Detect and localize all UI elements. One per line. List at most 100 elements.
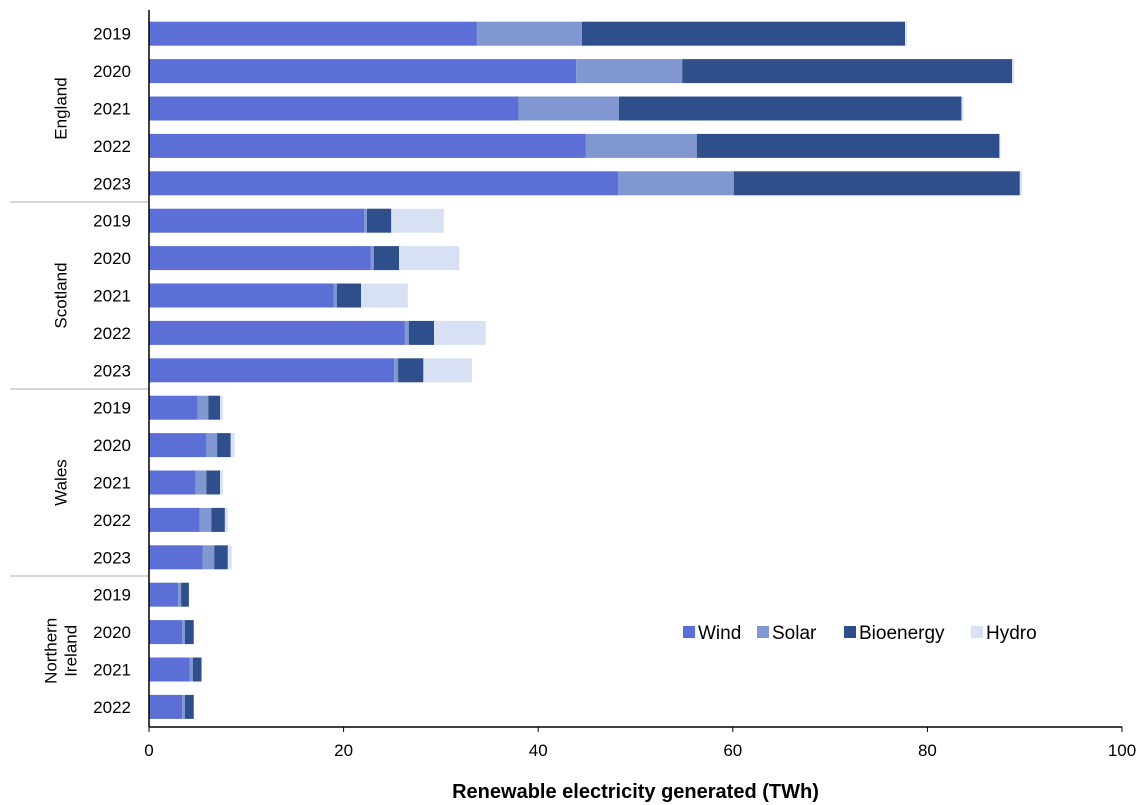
legend-label-solar: Solar bbox=[772, 623, 817, 644]
bar-segment-wind bbox=[149, 433, 207, 458]
bar-segment-solar bbox=[576, 59, 683, 84]
category-label: 2023 bbox=[93, 361, 131, 380]
legend-swatch-solar bbox=[757, 626, 769, 638]
category-label: 2019 bbox=[93, 212, 131, 231]
bar-segment-wind bbox=[149, 320, 405, 345]
bar-segment-hydro bbox=[1012, 59, 1014, 84]
bar-segment-solar bbox=[182, 694, 186, 719]
bar-segment-solar bbox=[476, 21, 582, 46]
bar-segment-bioenergy bbox=[682, 59, 1013, 84]
bar-segment-bioenergy bbox=[185, 694, 194, 719]
bar-segment-bioenergy bbox=[336, 283, 362, 308]
bar-segment-solar bbox=[617, 171, 734, 196]
x-tick-label: 100 bbox=[1108, 741, 1136, 760]
bar-segment-wind bbox=[149, 620, 183, 645]
bar-segment-hydro bbox=[905, 21, 907, 46]
bar-segment-wind bbox=[149, 694, 183, 719]
bar-segment-wind bbox=[149, 246, 371, 271]
x-tick-label: 20 bbox=[334, 741, 353, 760]
bar-segment-solar bbox=[394, 358, 399, 383]
x-tick-label: 40 bbox=[529, 741, 548, 760]
bar-segment-hydro bbox=[361, 283, 408, 308]
legend-swatch-hydro bbox=[971, 626, 983, 638]
bar-segment-wind bbox=[149, 395, 198, 420]
bar-segment-solar bbox=[333, 283, 337, 308]
x-tick-label: 80 bbox=[918, 741, 937, 760]
bar-segment-bioenergy bbox=[181, 582, 189, 607]
bar-segment-bioenergy bbox=[211, 507, 225, 532]
legend-swatch-wind bbox=[683, 626, 695, 638]
bar-segment-hydro bbox=[220, 470, 223, 495]
bar-segment-bioenergy bbox=[373, 246, 400, 271]
bar-segment-solar bbox=[189, 657, 193, 682]
bar-segment-hydro bbox=[399, 246, 460, 271]
bar-segment-bioenergy bbox=[618, 96, 962, 121]
bar-segment-wind bbox=[149, 545, 203, 570]
group-label: Wales bbox=[51, 459, 70, 506]
bar-segment-bioenergy bbox=[208, 395, 221, 420]
category-label: 2020 bbox=[93, 62, 131, 81]
bar-segment-hydro bbox=[224, 507, 228, 532]
bar-segment-bioenergy bbox=[206, 470, 221, 495]
bar-segment-solar bbox=[182, 620, 186, 645]
bar-segment-hydro bbox=[999, 133, 1001, 158]
category-label: 2022 bbox=[93, 324, 131, 343]
bar-segment-solar bbox=[206, 433, 218, 458]
category-label: 2023 bbox=[93, 548, 131, 567]
bar-segment-wind bbox=[149, 657, 190, 682]
category-labels: 2019 2020 2021 2022 2023 2019 2020 2021 2022 2023… bbox=[93, 25, 131, 717]
category-label: 2021 bbox=[93, 661, 131, 680]
bar-segment-solar bbox=[178, 582, 182, 607]
bar-segment-wind bbox=[149, 582, 179, 607]
bars-layer bbox=[149, 21, 1022, 719]
bar-segment-solar bbox=[518, 96, 619, 121]
bar-segment-solar bbox=[197, 395, 209, 420]
category-label: 2023 bbox=[93, 174, 131, 193]
bar-segment-bioenergy bbox=[581, 21, 906, 46]
category-label: 2022 bbox=[93, 698, 131, 717]
category-label: 2022 bbox=[93, 511, 131, 530]
bar-segment-solar bbox=[364, 208, 367, 233]
x-tick-label: 0 bbox=[144, 741, 153, 760]
bar-segment-hydro bbox=[434, 320, 486, 345]
bar-segment-bioenergy bbox=[185, 620, 194, 645]
group-labels: England Scotland Wales Northern Ireland bbox=[41, 77, 80, 684]
bar-segment-wind bbox=[149, 208, 365, 233]
bar-segment-wind bbox=[149, 283, 334, 308]
category-label: 2019 bbox=[93, 399, 131, 418]
category-label: 2021 bbox=[93, 287, 131, 306]
bar-segment-wind bbox=[149, 171, 618, 196]
x-tick-label: 60 bbox=[723, 741, 742, 760]
bar-segment-bioenergy bbox=[217, 433, 231, 458]
bar-segment-bioenergy bbox=[398, 358, 424, 383]
x-axis-title: Renewable electricity generated (TWh) bbox=[452, 781, 819, 803]
bar-segment-hydro bbox=[230, 433, 235, 458]
bar-segment-bioenergy bbox=[192, 657, 202, 682]
bar-segment-solar bbox=[404, 320, 409, 345]
bar-segment-hydro bbox=[227, 545, 232, 570]
bar-segment-hydro bbox=[220, 395, 223, 420]
group-label: England bbox=[51, 77, 70, 139]
bar-segment-wind bbox=[149, 21, 477, 46]
bar-segment-bioenergy bbox=[366, 208, 392, 233]
legend: Wind Solar Bioenergy Hydro bbox=[683, 623, 1037, 644]
bar-segment-wind bbox=[149, 59, 577, 84]
bar-segment-hydro bbox=[391, 208, 444, 233]
group-label: Northern bbox=[41, 618, 60, 684]
category-label: 2021 bbox=[93, 474, 131, 493]
bar-segment-hydro bbox=[1019, 171, 1022, 196]
bar-segment-wind bbox=[149, 470, 196, 495]
bar-segment-solar bbox=[199, 507, 212, 532]
bar-segment-wind bbox=[149, 96, 519, 121]
bar-segment-bioenergy bbox=[408, 320, 435, 345]
category-label: 2020 bbox=[93, 623, 131, 642]
bar-segment-hydro bbox=[961, 96, 964, 121]
bar-segment-wind bbox=[149, 507, 200, 532]
category-label: 2019 bbox=[93, 25, 131, 44]
category-label: 2020 bbox=[93, 436, 131, 455]
legend-label-bioenergy: Bioenergy bbox=[859, 623, 945, 644]
bar-segment-wind bbox=[149, 358, 395, 383]
bar-segment-bioenergy bbox=[733, 171, 1020, 196]
legend-label-hydro: Hydro bbox=[986, 623, 1037, 644]
